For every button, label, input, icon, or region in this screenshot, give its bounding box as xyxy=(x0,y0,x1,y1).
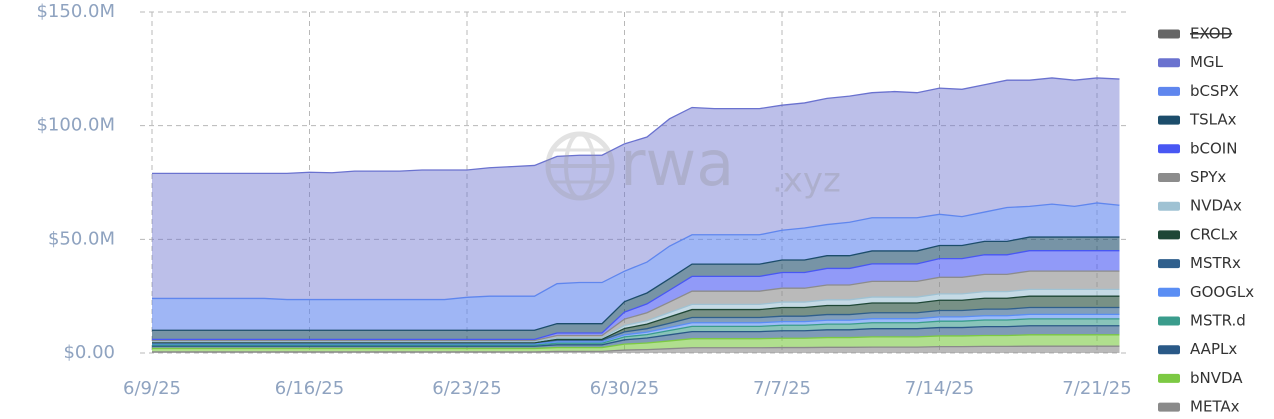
legend-swatch xyxy=(1158,316,1180,326)
legend-label: GOOGLx xyxy=(1190,283,1254,301)
area-line xyxy=(152,318,1120,346)
x-tick-label: 6/23/25 xyxy=(432,378,501,399)
area-line xyxy=(152,313,1120,345)
area-fill xyxy=(152,307,1120,344)
area-line xyxy=(152,325,1120,347)
area-line xyxy=(152,77,1120,175)
legend-swatch xyxy=(1158,402,1180,412)
legend-swatch xyxy=(1158,86,1180,96)
legend-swatch xyxy=(1158,259,1180,269)
area-fill xyxy=(152,325,1120,349)
legend-label: SPYx xyxy=(1190,168,1226,186)
area-fill xyxy=(152,296,1120,343)
area-fill xyxy=(152,237,1120,340)
area-line xyxy=(152,288,1120,343)
area-fill xyxy=(152,271,1120,342)
x-tick-label: 7/7/25 xyxy=(753,378,811,399)
area-line xyxy=(152,270,1120,342)
legend-label: MSTR.d xyxy=(1190,312,1246,330)
watermark-text: rwa xyxy=(620,127,734,200)
legend-swatch xyxy=(1158,201,1180,211)
area-fill xyxy=(152,334,1120,352)
area-line xyxy=(152,250,1120,341)
legend-label: TSLAx xyxy=(1189,111,1237,129)
legend-swatch xyxy=(1158,373,1180,383)
area-fill xyxy=(152,318,1120,347)
x-tick-label: 6/9/25 xyxy=(123,378,181,399)
x-tick-label: 6/30/25 xyxy=(590,378,659,399)
legend-swatch xyxy=(1158,58,1180,68)
y-tick-label: $150.0M xyxy=(36,1,115,22)
axes: $0.00 $50.0M $100.0M $150.0M 6/9/25 6/16/25 6/… xyxy=(36,1,1131,399)
area-line xyxy=(152,202,1120,301)
legend-swatch xyxy=(1158,287,1180,297)
area-line xyxy=(152,236,1120,331)
legend-swatch xyxy=(1158,230,1180,240)
legend-label: METAx xyxy=(1190,398,1240,416)
legend-label: MGL xyxy=(1190,53,1224,71)
area-line xyxy=(152,345,1120,353)
legend-label: AAPLx xyxy=(1190,340,1237,358)
legend-label: bCOIN xyxy=(1190,139,1237,157)
watermark-suffix: .xyz xyxy=(772,161,841,201)
y-tick-label: $100.0M xyxy=(36,115,115,136)
legend-label: bCSPX xyxy=(1190,82,1239,100)
area-fill xyxy=(152,250,1120,341)
area-fill xyxy=(152,77,1120,300)
legend-label: NVDAx xyxy=(1190,197,1242,215)
x-tick-label: 7/21/25 xyxy=(1062,378,1131,399)
legend-swatch xyxy=(1158,345,1180,355)
x-tick-label: 6/16/25 xyxy=(275,378,344,399)
watermark: rwa .xyz xyxy=(545,127,841,201)
legend-label: EXOD xyxy=(1190,25,1232,43)
area-fill xyxy=(152,314,1120,346)
x-tick-label: 7/14/25 xyxy=(905,378,974,399)
watermark-globe xyxy=(545,131,615,201)
legend-swatch xyxy=(1158,115,1180,125)
y-tick-label: $0.00 xyxy=(63,342,115,363)
area-fill xyxy=(152,346,1120,353)
legend-label: CRCLx xyxy=(1190,225,1238,243)
y-tick-label: $50.0M xyxy=(48,228,115,249)
legend-label: MSTRx xyxy=(1190,254,1241,272)
legend-swatch xyxy=(1158,173,1180,182)
legend-swatch xyxy=(1158,29,1180,39)
area-line xyxy=(152,295,1120,344)
area-line xyxy=(152,334,1120,350)
watermark-globe xyxy=(564,132,596,200)
legend: EXOD MGL bCSPX TSLAx bCOIN SPYx NVDAx CRCLx MSTR… xyxy=(1158,25,1254,416)
legend-label: bNVDA xyxy=(1190,369,1243,387)
areas xyxy=(152,77,1120,353)
legend-swatch xyxy=(1158,144,1180,154)
